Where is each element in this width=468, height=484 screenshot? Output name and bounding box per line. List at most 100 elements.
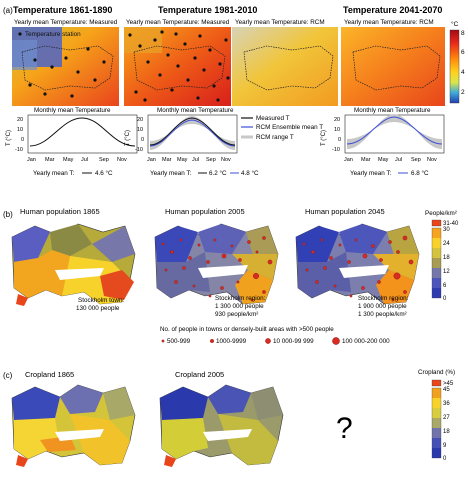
col3-map-label: Yearly mean Temperature: RCM [344,19,434,26]
chart3-ytick-0: 0 [338,137,341,143]
col1-map-label: Yearly mean Temperature: Measured [14,19,118,26]
chart1-xtick-mar: Mar [45,157,55,163]
crop-colorbar-tick-27: 27 [443,415,450,421]
town-legend-title: No. of people in towns or densely-built … [160,326,334,333]
chart1-ytick-20: 20 [17,117,23,123]
pop-1865-town-value: 130 000 people [76,305,120,312]
crop-colorbar-tick-45: 45 [443,387,450,393]
legend-rcm-range: RCM range T [256,134,294,141]
crop-colorbar-title: Cropland (%) [418,369,455,376]
monthly-chart-1 [28,115,137,153]
pop-2045-title: Human population 2045 [305,207,385,216]
panel-label-b: (b) [3,210,13,219]
temp-colorbar-tick-4: 4 [461,69,465,76]
chart3-xtick-jul: Jul [395,157,402,163]
chart1-caption: Yearly mean T: [33,170,75,177]
chart2-rcm-value: 4.8 °C [241,169,259,177]
pop-1865-town-label: Stockholm town: [78,297,124,304]
temp-colorbar-unit: °C [451,20,459,28]
chart2-xtick-sep: Sep [206,157,216,163]
pop-map-1865 [12,224,135,306]
chart2-xtick-nov: Nov [221,157,231,163]
temp-map-2041-rcm [341,27,445,106]
temp-map-1861 [12,27,119,106]
chart2-ylabel: T (°C) [125,130,131,146]
pop-2045-region-people: 1 900 000 people [358,303,407,310]
chart2-measured-value: 6.2 °C [209,169,227,177]
temp-map-1981-measured [124,27,231,106]
col3-title: Temperature 2041-2070 [343,5,442,15]
chart1-ylabel: T (°C) [6,130,12,146]
col1-title: Temperature 1861-1890 [13,5,112,15]
chart3-caption: Yearly mean T: [350,170,392,177]
pop-colorbar [432,220,441,298]
town-legend-10000: 10 000-99 999 [273,338,314,345]
crop-2005-title: Cropland 2005 [175,370,224,379]
chart3-xtick-nov: Nov [427,157,437,163]
pop-colorbar-tick-6: 6 [443,283,447,289]
pop-2005-region-people: 1 300 000 people [215,303,264,310]
pop-colorbar-tick-0: 0 [443,296,447,302]
pop-2005-region-density: 930 people/km² [215,311,258,318]
pop-2005-title: Human population 2005 [165,207,245,216]
col2-title: Temperature 1981-2010 [158,5,257,15]
chart1-xtick-may: May [63,157,74,163]
monthly-legend [241,118,253,137]
panel-label-a: (a) [3,6,13,15]
monthly-chart-2 [148,115,237,153]
crop-2045-unknown: ? [336,412,353,445]
town-legend-1000: 1000-9999 [216,338,247,345]
temp-colorbar-tick-6: 6 [461,49,465,56]
crop-1865-title: Cropland 1865 [25,370,74,379]
chart1-xtick-nov: Nov [117,157,127,163]
col2-right-label: Yearly mean Temperature: RCM [235,19,325,26]
chart1-xtick-jan: Jan [27,157,36,163]
chart3-xtick-sep: Sep [411,157,421,163]
chart1-xtick-jul: Jul [81,157,88,163]
chart2-xtick-may: May [177,157,188,163]
legend-rcm-mean: RCM Ensemble mean T [256,124,323,131]
pop-colorbar-tick-24: 24 [443,241,450,247]
crop-colorbar-tick-0: 0 [443,456,447,462]
crop-colorbar-tick-9: 9 [443,443,447,449]
pop-colorbar-tick-30: 30 [443,227,450,233]
col2-left-label: Yearly mean Temperature: Measured [126,19,230,26]
chart3-ytick-n10: -10 [332,147,340,153]
chart1-ytick-10: 10 [17,127,23,133]
monthly-chart-3 [345,114,444,153]
chart3-rcm-value: 6.8 °C [411,169,429,177]
crop-map-1865 [12,385,135,467]
chart3-ylabel: T (°C) [321,130,327,146]
temp-colorbar-tick-2: 2 [461,89,465,96]
chart2-title: Monthly mean Temperature [157,107,234,114]
chart3-ytick-10: 10 [334,127,340,133]
crop-colorbar-tick-36: 36 [443,401,450,407]
chart3-title: Monthly mean Temperature [354,107,431,114]
chart2-caption: Yearly mean T: [150,170,192,177]
chart3-xtick-may: May [378,157,389,163]
pop-2005-region-label: Stockholm region: [215,295,266,302]
pop-2045-region-density: 1 300 people/km² [358,311,407,318]
chart2-xtick-jan: Jan [147,157,156,163]
legend-measured: Measured T [256,115,290,122]
chart2-ytick-10: 10 [137,127,143,133]
chart3-xtick-jan: Jan [344,157,353,163]
chart2-xtick-jul: Jul [192,157,199,163]
chart1-xtick-sep: Sep [99,157,109,163]
chart2-ytick-20: 20 [137,117,143,123]
pop-map-2045 [296,224,419,304]
chart3-xtick-mar: Mar [361,157,371,163]
town-legend-100000: 100 000-200 000 [342,338,390,345]
chart1-ytick-n10: -10 [15,147,23,153]
crop-colorbar-tick-18: 18 [443,429,450,435]
chart2-ytick-0: 0 [141,137,144,143]
pop-colorbar-tick-12: 12 [443,269,450,275]
panel-label-c: (c) [3,371,13,380]
pop-2045-region-label: Stockholm region: [358,295,409,302]
chart3-ytick-20: 20 [334,117,340,123]
temperature-colorbar [450,30,459,103]
crop-map-2005 [160,385,283,467]
chart1-measured-value: 4.6 °C [95,169,113,177]
station-legend-label: Temperature station [25,31,81,38]
pop-1865-title: Human population 1865 [20,207,100,216]
